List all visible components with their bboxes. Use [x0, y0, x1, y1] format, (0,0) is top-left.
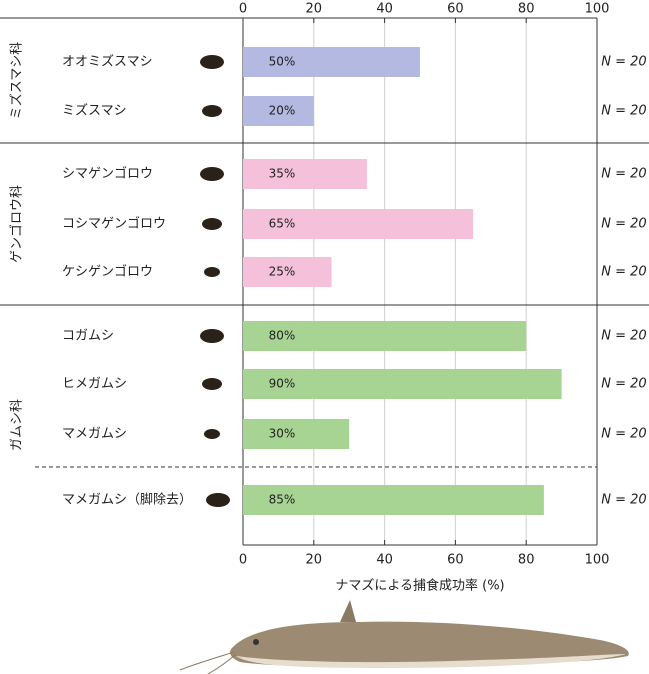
bar — [243, 96, 314, 126]
category-label: マメガムシ — [62, 427, 127, 442]
x-tick-label: 0 — [239, 2, 247, 17]
x-tick-label: 60 — [447, 2, 464, 17]
value-label: 20% — [269, 104, 296, 118]
group-label: ガムシ科 — [10, 399, 25, 451]
bar — [243, 369, 562, 399]
category-label: コシマゲンゴロウ — [62, 216, 166, 232]
x-tick-label: 60 — [447, 553, 464, 568]
category-label: コガムシ — [62, 329, 114, 344]
value-label: 35% — [269, 167, 296, 181]
x-tick-label: 100 — [585, 2, 610, 17]
category-label: ケシゲンゴロウ — [62, 264, 153, 280]
insect-icon — [204, 267, 220, 277]
bar — [243, 257, 332, 287]
n-label: N = 20 — [601, 427, 646, 442]
insect-icon — [202, 105, 222, 117]
x-tick-label: 80 — [518, 553, 535, 568]
value-label: 25% — [269, 265, 296, 279]
n-label: N = 20 — [601, 217, 646, 232]
catfish — [179, 600, 629, 674]
insect-icon — [200, 167, 224, 181]
group-label: ゲンゴロウ科 — [9, 185, 25, 263]
n-label: N = 20 — [601, 377, 646, 392]
x-tick-label: 40 — [376, 2, 393, 17]
category-label: マメガムシ（脚除去） — [62, 492, 192, 508]
x-tick-label: 0 — [239, 553, 247, 568]
bar — [243, 159, 367, 189]
bar — [243, 485, 544, 515]
x-tick-label: 80 — [518, 2, 535, 17]
insect-icon — [202, 218, 222, 230]
value-label: 50% — [269, 55, 296, 69]
x-tick-label: 20 — [306, 2, 323, 17]
insect-icon — [202, 378, 222, 390]
bar — [243, 419, 350, 449]
x-axis-label: ナマズによる捕食成功率 (%) — [335, 578, 504, 594]
category-label: ヒメガムシ — [62, 377, 127, 392]
x-tick-label: 40 — [376, 553, 393, 568]
bar — [243, 209, 474, 239]
n-label: N = 20 — [601, 493, 646, 508]
bar — [243, 47, 420, 77]
category-label: シマゲンゴロウ — [62, 166, 153, 182]
value-label: 85% — [269, 493, 296, 507]
insect-icon — [204, 429, 220, 439]
insect-icon — [200, 329, 224, 343]
x-tick-label: 20 — [306, 553, 323, 568]
category-label: オオミズスマシ — [62, 54, 153, 70]
value-label: 30% — [269, 427, 296, 441]
value-label: 65% — [269, 217, 296, 231]
n-label: N = 20 — [601, 55, 646, 70]
value-label: 90% — [269, 377, 296, 391]
n-label: N = 20 — [601, 104, 646, 119]
value-label: 80% — [269, 329, 296, 343]
bar — [243, 321, 527, 351]
insect-icon — [200, 55, 224, 69]
x-tick-label: 100 — [585, 553, 610, 568]
n-label: N = 20 — [601, 329, 646, 344]
insect-icon — [206, 493, 230, 507]
category-label: ミズスマシ — [62, 103, 127, 119]
n-label: N = 20 — [601, 265, 646, 280]
group-label: ミズスマシ科 — [9, 42, 25, 120]
n-label: N = 20 — [601, 167, 646, 182]
